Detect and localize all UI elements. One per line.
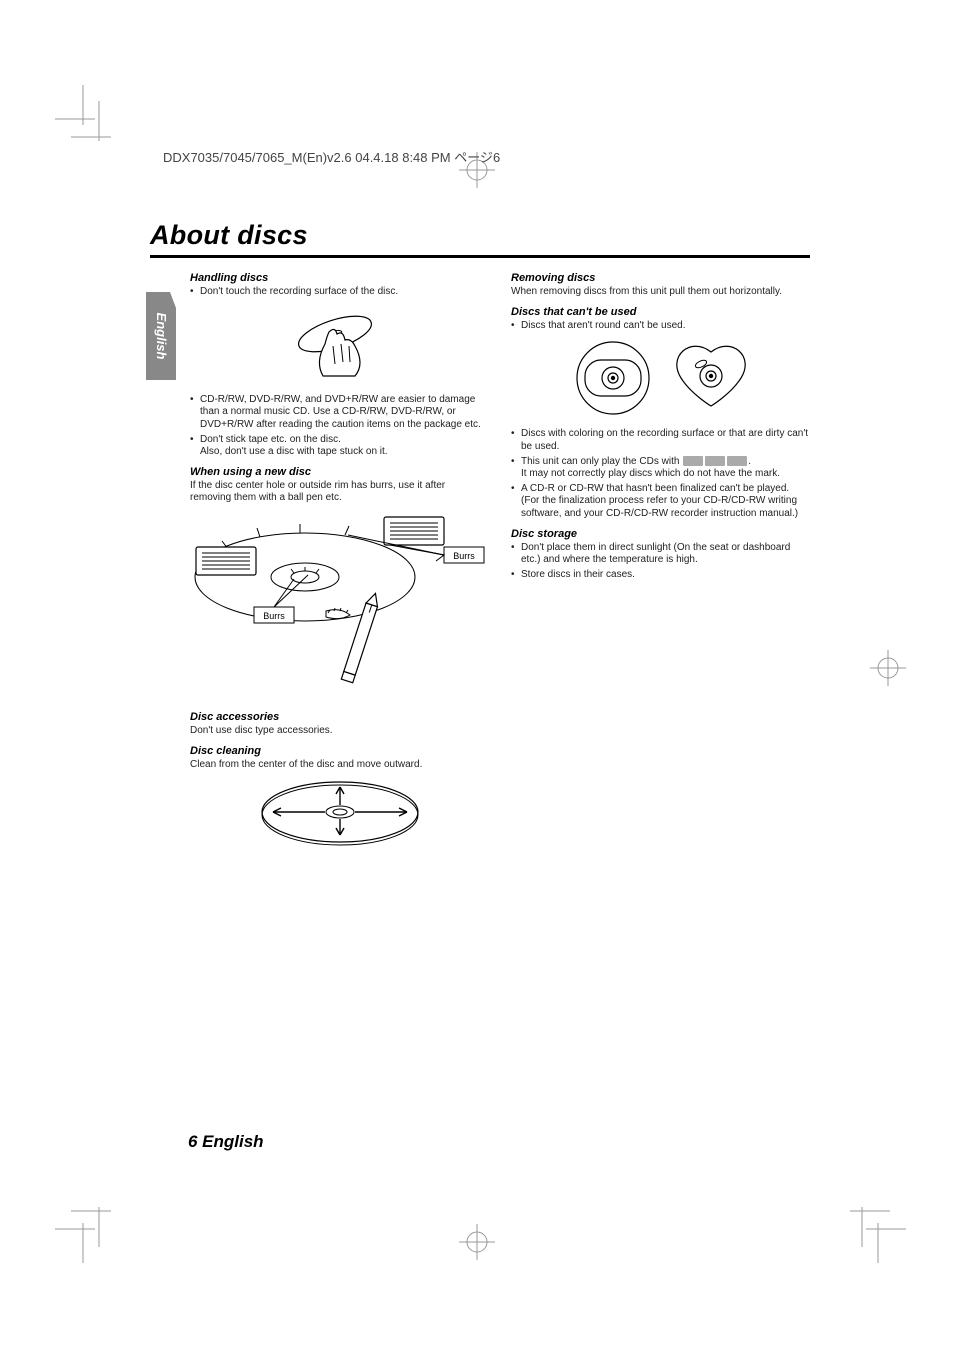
cd-logo-icon — [705, 456, 725, 466]
cantuse-b3-pre: This unit can only play the CDs with — [521, 456, 682, 467]
storage-b2: Store discs in their cases. — [511, 569, 810, 581]
removing-text: When removing discs from this unit pull … — [511, 286, 810, 298]
register-mark-bottom — [459, 1224, 495, 1265]
right-column: Removing discs When removing discs from … — [511, 272, 810, 857]
handling-bullet-1: Don't touch the recording surface of the… — [190, 286, 489, 298]
heading-accessories: Disc accessories — [190, 711, 489, 723]
svg-text:Burrs: Burrs — [453, 551, 475, 561]
handling-bullet-3: Don't stick tape etc. on the disc. Also,… — [190, 434, 489, 458]
storage-b1: Don't place them in direct sunlight (On … — [511, 542, 810, 566]
left-column: Handling discs Don't touch the recording… — [190, 272, 489, 857]
cleaning-text: Clean from the center of the disc and mo… — [190, 759, 489, 771]
accessories-text: Don't use disc type accessories. — [190, 725, 489, 737]
heading-storage: Disc storage — [511, 528, 810, 540]
heading-removing: Removing discs — [511, 272, 810, 284]
cd-logo-icon — [727, 456, 747, 466]
svg-text:Burrs: Burrs — [263, 611, 285, 621]
language-tab: English — [146, 292, 176, 380]
svg-text:English: English — [154, 313, 169, 360]
heading-handling: Handling discs — [190, 272, 489, 284]
cantuse-b1: Discs that aren't round can't be used. — [511, 320, 810, 332]
cantuse-b2: Discs with coloring on the recording sur… — [511, 428, 810, 452]
heading-cleaning: Disc cleaning — [190, 745, 489, 757]
figure-hand-disc — [285, 304, 395, 384]
page-title: About discs — [150, 220, 810, 251]
page-content: About discs English Handling discs Don't… — [150, 220, 810, 857]
crop-mark-tr — [870, 650, 906, 686]
handling-bullet-2: CD-R/RW, DVD-R/RW, and DVD+R/RW are easi… — [190, 394, 489, 431]
handling-b3-l1: Don't stick tape etc. on the disc. — [200, 434, 341, 445]
crop-mark-br — [850, 1207, 906, 1263]
cantuse-b3: This unit can only play the CDs with . I… — [511, 456, 810, 480]
cd-logo-badges — [682, 456, 748, 467]
title-rule — [150, 255, 810, 258]
print-header-line: DDX7035/7045/7065_M(En)v2.6 04.4.18 8:48… — [163, 147, 500, 166]
crop-mark-bl — [55, 1207, 111, 1263]
cd-logo-icon — [683, 456, 703, 466]
page-footer: 6 English — [188, 1132, 264, 1152]
heading-cantuse: Discs that can't be used — [511, 306, 810, 318]
cantuse-b3-line2: It may not correctly play discs which do… — [521, 468, 780, 479]
cantuse-b4: A CD-R or CD-RW that hasn't been finaliz… — [511, 483, 810, 520]
newdisc-text: If the disc center hole or outside rim h… — [190, 480, 489, 504]
crop-mark-tl — [55, 85, 111, 141]
figure-cleaning — [255, 777, 425, 847]
cantuse-b3-post: . — [748, 456, 751, 467]
handling-b3-l2: Also, don't use a disc with tape stuck o… — [200, 446, 388, 457]
figure-burrs: Burrs Burrs — [190, 511, 488, 701]
figure-nonround — [561, 338, 761, 418]
heading-newdisc: When using a new disc — [190, 466, 489, 478]
